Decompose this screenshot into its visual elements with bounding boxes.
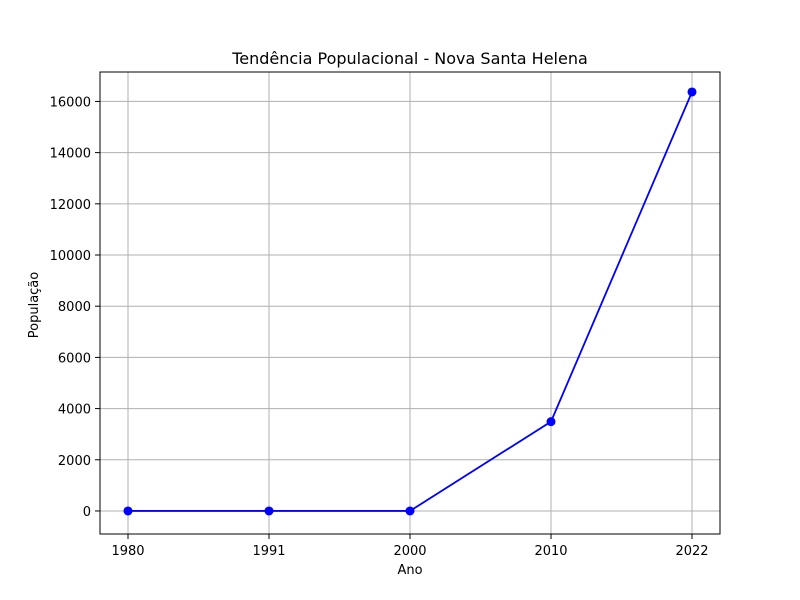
y-tick-label: 16000 (50, 95, 91, 110)
x-tick-label: 2022 (675, 544, 708, 559)
y-tick-label: 2000 (58, 454, 91, 469)
data-point (264, 506, 274, 516)
x-tick-label: 1991 (252, 544, 285, 559)
y-axis-label: População (27, 272, 42, 339)
y-tick-label: 6000 (58, 351, 91, 366)
y-tick-label: 0 (83, 505, 91, 520)
y-tick-label: 8000 (58, 300, 91, 315)
y-tick-label: 14000 (50, 147, 91, 162)
chart-title: Tendência Populacional - Nova Santa Hele… (231, 49, 588, 68)
data-point (546, 417, 556, 427)
x-tick-label: 2000 (393, 544, 426, 559)
y-tick-label: 12000 (50, 198, 91, 213)
x-tick-label: 1980 (111, 544, 144, 559)
x-axis-label: Ano (397, 563, 422, 578)
x-tick-label: 2010 (534, 544, 567, 559)
data-points (123, 87, 697, 516)
x-ticks: 1980 1991 2000 2010 2022 (111, 534, 709, 559)
y-ticks: 0 2000 4000 6000 8000 10000 12000 14000 16000 (50, 95, 100, 520)
y-tick-label: 4000 (58, 403, 91, 418)
data-point (687, 87, 697, 97)
data-point (405, 506, 415, 516)
data-point (123, 506, 133, 516)
y-tick-label: 10000 (50, 249, 91, 264)
